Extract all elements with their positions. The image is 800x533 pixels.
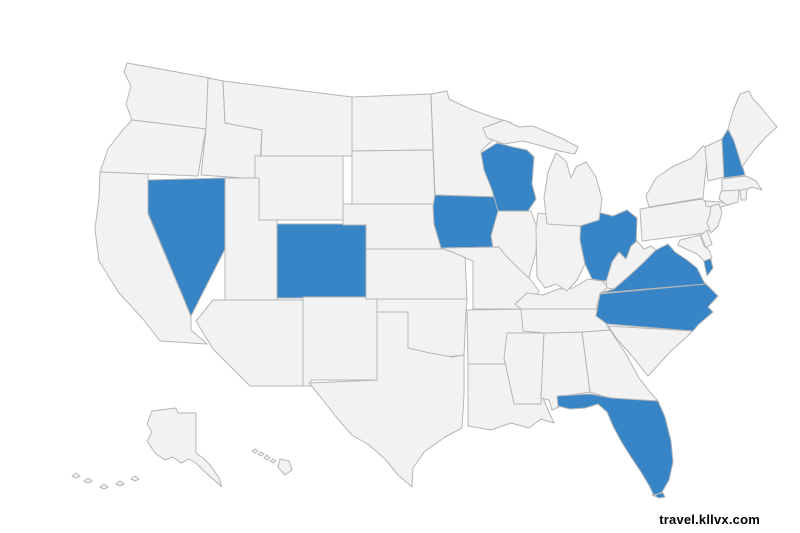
- state-ak[interactable]: Alaska: [71, 407, 223, 490]
- watermark-text: travel.kllvx.com: [659, 512, 760, 527]
- state-sd[interactable]: South Dakota: [351, 149, 436, 205]
- state-fl[interactable]: Florida: [556, 393, 674, 499]
- state-me[interactable]: Maine: [727, 90, 778, 168]
- state-ri[interactable]: Rhode Island: [739, 188, 748, 201]
- state-nj[interactable]: New Jersey: [706, 203, 723, 234]
- state-ma[interactable]: Massachusetts: [721, 175, 763, 192]
- state-tx[interactable]: Texas: [308, 311, 465, 488]
- state-nv[interactable]: Nevada: [147, 177, 226, 317]
- state-or[interactable]: Oregon: [99, 119, 207, 177]
- state-ct[interactable]: Connecticut: [718, 189, 740, 206]
- state-nd[interactable]: North Dakota: [351, 93, 434, 152]
- state-mi[interactable]: Michigan: [482, 119, 603, 227]
- state-az[interactable]: Arizona: [195, 299, 304, 387]
- state-md[interactable]: Maryland: [677, 234, 713, 262]
- state-wa[interactable]: Washington: [123, 62, 211, 130]
- state-vt[interactable]: Vermont: [704, 138, 725, 182]
- state-wi[interactable]: Wisconsin: [480, 142, 537, 212]
- state-wy[interactable]: Wyoming: [254, 155, 344, 221]
- state-nc[interactable]: North Carolina: [595, 283, 719, 332]
- state-nm[interactable]: New Mexico: [302, 296, 378, 387]
- state-de[interactable]: Delaware: [700, 229, 713, 249]
- state-ga[interactable]: Georgia: [581, 329, 659, 402]
- state-sc[interactable]: South Carolina: [607, 325, 694, 377]
- state-hi[interactable]: Hawaii: [251, 448, 293, 476]
- state-ks[interactable]: Kansas: [365, 248, 468, 300]
- state-co[interactable]: Colorado: [276, 223, 367, 299]
